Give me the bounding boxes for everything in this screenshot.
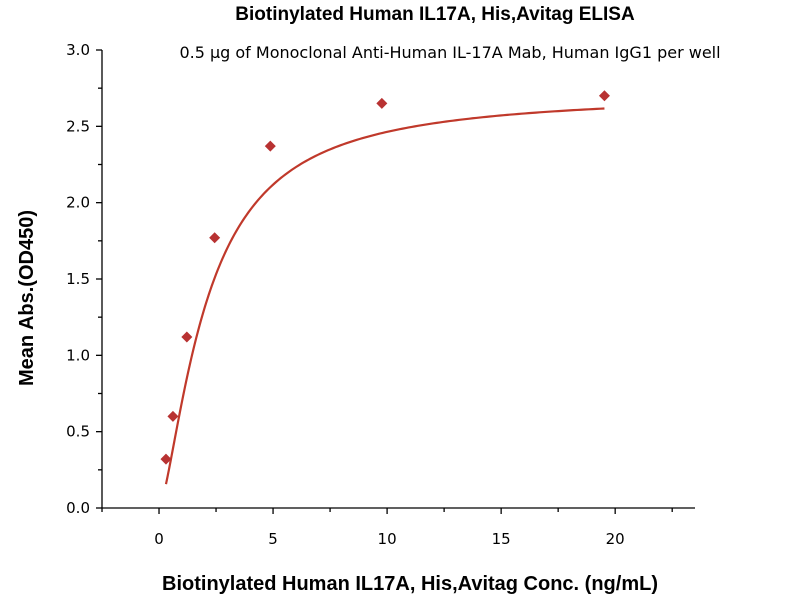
x-tick-label: 0 [154, 530, 164, 548]
x-tick-label: 10 [378, 530, 397, 548]
data-point [264, 140, 276, 152]
y-tick-label: 1.0 [66, 346, 90, 364]
y-tick-label: 0.0 [66, 499, 90, 517]
x-axis-ticks: 0 5 10 15 20 [101, 508, 673, 548]
data-point [376, 97, 388, 109]
y-tick-label: 2.5 [66, 117, 90, 135]
data-point [160, 453, 172, 465]
y-tick-label: 2.0 [66, 194, 90, 212]
data-point [598, 90, 610, 102]
y-tick-label: 3.0 [66, 41, 90, 59]
data-point [209, 232, 221, 244]
data-point [181, 331, 193, 343]
chart-subtitle: 0.5 µg of Monoclonal Anti-Human IL-17A M… [179, 43, 720, 62]
x-tick-label: 5 [268, 530, 278, 548]
x-tick-label: 15 [492, 530, 511, 548]
y-axis-ticks: 0.0 0.5 1.0 1.5 2.0 2.5 3.0 [66, 41, 102, 517]
y-tick-label: 1.5 [66, 270, 90, 288]
axes [101, 50, 695, 509]
x-tick-label: 20 [606, 530, 625, 548]
data-points [160, 90, 610, 465]
x-axis-label: Biotinylated Human IL17A, His,Avitag Con… [162, 573, 658, 595]
chart-title: Biotinylated Human IL17A, His,Avitag ELI… [235, 4, 635, 25]
y-tick-label: 0.5 [66, 423, 90, 441]
fit-curve [164, 107, 605, 485]
data-point [167, 410, 179, 422]
y-axis-label: Mean Abs.(OD450) [16, 210, 38, 386]
